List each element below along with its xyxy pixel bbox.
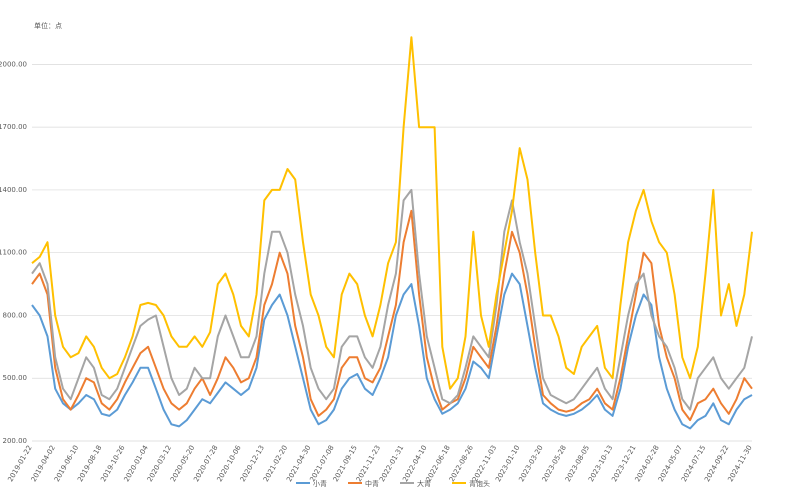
series-line: [31, 36, 753, 390]
y-tick-label: 1100.00: [0, 249, 27, 257]
y-tick-label: 500.00: [3, 374, 28, 382]
series-line: [31, 209, 753, 422]
legend-label: 中青: [365, 479, 379, 488]
y-tick-label: 2000.00: [0, 60, 27, 68]
y-tick-label: 800.00: [3, 311, 28, 319]
series-line: [31, 272, 753, 430]
legend-label: 小青: [313, 479, 327, 488]
y-tick-label: 1400.00: [0, 186, 27, 194]
y-tick-label: 200.00: [3, 437, 28, 445]
x-tick-label: 2024-11-30: [726, 444, 753, 483]
y-tick-label: 1700.00: [0, 123, 27, 131]
series-line: [31, 188, 753, 411]
legend-label: 青饱头: [469, 479, 490, 488]
legend-label: 大青: [417, 479, 431, 488]
unit-label: 单位：点: [34, 21, 62, 30]
